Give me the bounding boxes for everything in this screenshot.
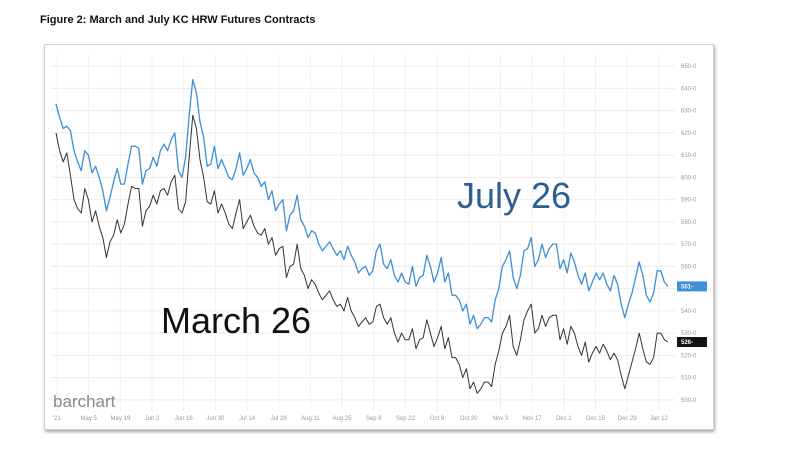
y-tick-label: 630-0	[681, 109, 697, 115]
x-tick-label: Dec 1	[556, 416, 572, 422]
x-tick-label: Aug 25	[333, 416, 353, 422]
x-tick-label: Dec 15	[586, 416, 606, 422]
last-price-tag-july-26	[677, 281, 707, 292]
x-tick-label: Oct 20	[460, 416, 478, 422]
last-price-label-march-26: 526-	[681, 340, 693, 346]
x-tick-label: '21	[53, 416, 61, 422]
x-tick-label: Nov 17	[523, 416, 543, 422]
chart-frame: 500-0510-0520-0530-0540-0550-0560-0570-0…	[44, 44, 714, 430]
y-axis: 500-0510-0520-0530-0540-0550-0560-0570-0…	[681, 64, 697, 404]
label-layer: July 26 March 26 barchart	[53, 175, 571, 411]
y-tick-label: 600-0	[681, 175, 697, 181]
grid-layer	[51, 55, 675, 411]
y-tick-label: 520-0	[681, 353, 697, 359]
x-tick-label: Jan 12	[650, 416, 669, 422]
x-tick-label: Jul 14	[239, 416, 256, 422]
x-tick-label: Oct 6	[430, 416, 445, 422]
last-price-tag-march-26	[677, 337, 707, 348]
x-tick-label: Nov 3	[493, 416, 509, 422]
x-tick-label: May 19	[111, 416, 131, 422]
y-tick-label: 640-0	[681, 86, 697, 92]
y-tick-label: 590-0	[681, 198, 697, 204]
y-tick-label: 610-0	[681, 153, 697, 159]
x-tick-label: Jul 28	[271, 416, 288, 422]
series-line-july-26	[55, 78, 669, 330]
y-tick-label: 540-0	[681, 309, 697, 315]
x-tick-label: Jun 2	[145, 416, 160, 422]
y-tick-label: 560-0	[681, 264, 697, 270]
y-tick-label: 620-0	[681, 131, 697, 137]
chart-svg: 500-0510-0520-0530-0540-0550-0560-0570-0…	[51, 55, 707, 422]
x-tick-label: Dec 29	[618, 416, 638, 422]
barchart-watermark: barchart	[53, 392, 116, 411]
y-tick-label: 580-0	[681, 220, 697, 226]
x-tick-label: Sep 22	[396, 416, 416, 422]
series-label-july-26: July 26	[457, 175, 571, 216]
x-tick-label: Jun 16	[175, 416, 194, 422]
last-price-tags: 551- 526-	[677, 281, 707, 348]
series-layer	[55, 78, 669, 394]
x-tick-label: May 5	[81, 416, 98, 422]
y-tick-label: 510-0	[681, 376, 697, 382]
figure-title: Figure 2: March and July KC HRW Futures …	[40, 14, 316, 26]
y-tick-label: 570-0	[681, 242, 697, 248]
y-tick-label: 500-0	[681, 398, 697, 404]
x-tick-label: Sep 8	[366, 416, 382, 422]
x-tick-label: Jun 30	[206, 416, 225, 422]
series-line-march-26	[55, 114, 669, 394]
y-tick-label: 650-0	[681, 64, 697, 70]
series-label-march-26: March 26	[161, 300, 311, 341]
x-axis: '21 May 5 May 19 Jun 2 Jun 16 Jun 30 Jul 14 Jul…	[53, 416, 668, 422]
x-tick-label: Aug 11	[301, 416, 320, 422]
y-tick-label: 530-0	[681, 331, 697, 337]
last-price-label-july-26: 551-	[681, 284, 693, 290]
